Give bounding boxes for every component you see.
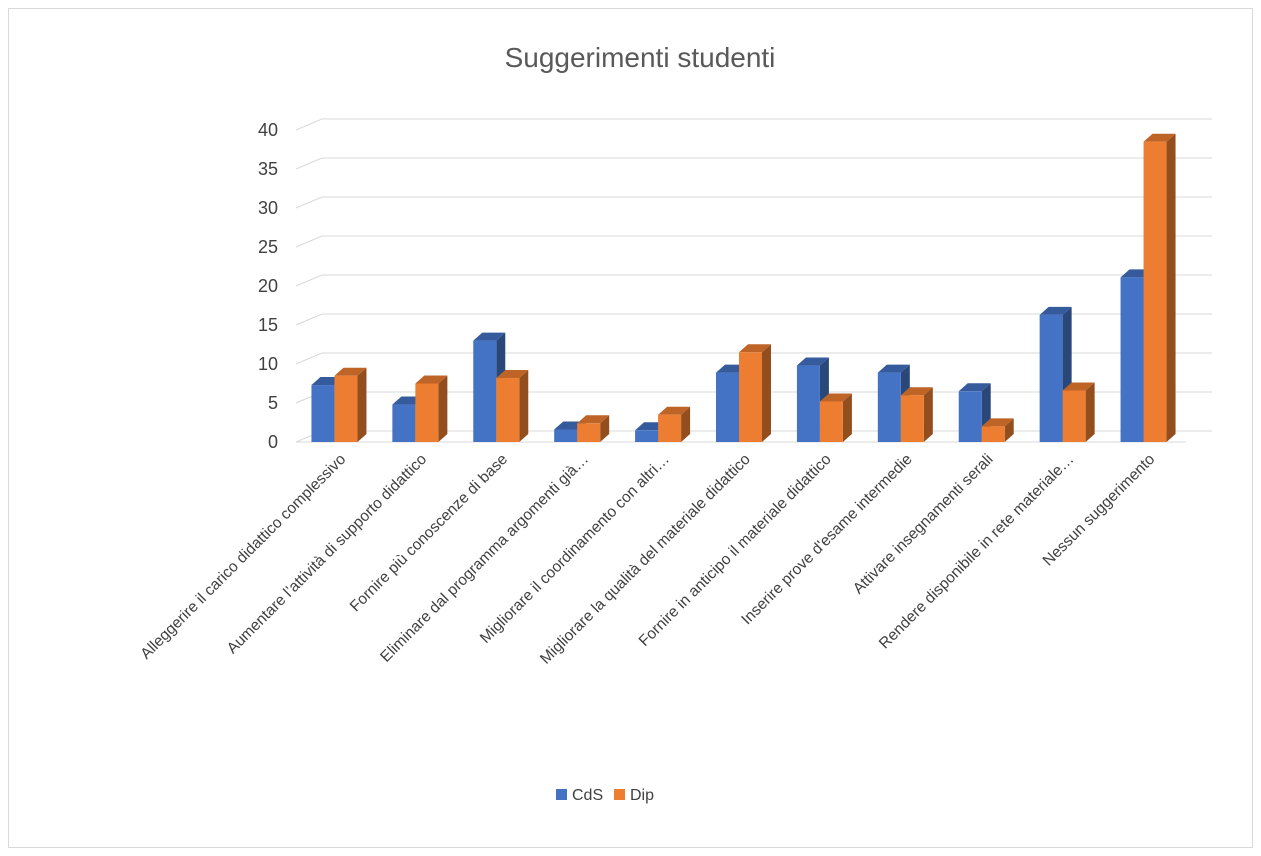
bar-front (392, 404, 416, 442)
bar-front (554, 429, 578, 442)
bar-front (658, 414, 682, 442)
y-tick-label: 25 (258, 237, 278, 257)
x-tick-label: Attivare insegnamenti serali (850, 451, 997, 598)
legend: CdS Dip (556, 787, 654, 804)
bar-top (658, 406, 691, 415)
bar-dip-4 (577, 415, 610, 442)
bar-dip-1 (334, 367, 367, 442)
y-tick-label: 20 (258, 276, 278, 296)
chart-title: Suggerimenti studenti (505, 42, 776, 73)
bar-top (981, 418, 1014, 427)
bar-top (577, 415, 610, 424)
bar-front (334, 375, 358, 442)
bar-dip-11 (1143, 133, 1176, 442)
bar-front (796, 365, 820, 442)
bar-top (958, 383, 991, 392)
bar-top (877, 364, 910, 373)
bar-top (1143, 133, 1176, 142)
legend-swatch-dip (614, 789, 625, 800)
bar-top (900, 387, 933, 396)
legend-swatch-cds (556, 789, 567, 800)
bar-front (819, 401, 843, 442)
gridline-diagonal (295, 118, 323, 131)
bar-top (473, 332, 506, 341)
bar-side (600, 415, 610, 442)
bar-side (1166, 133, 1176, 442)
bar-top (415, 375, 448, 384)
y-tick-label: 0 (268, 432, 278, 452)
bar-dip-10 (1062, 382, 1095, 442)
bar-side (842, 393, 852, 442)
bar-dip-6 (739, 344, 771, 442)
x-tick-label: Inserire prove d'esame intermedie (738, 451, 915, 628)
bar-top (796, 357, 829, 366)
bar-front (635, 430, 659, 442)
bar-dip-2 (415, 375, 448, 442)
bar-top (1039, 306, 1072, 315)
legend-label-cds: CdS (572, 787, 603, 804)
y-tick-label: 15 (258, 315, 278, 335)
bar-dip-3 (496, 370, 529, 442)
bar-dip-9 (981, 418, 1014, 442)
bar-top (739, 344, 771, 353)
bar-top (1062, 382, 1095, 391)
gridline-diagonal (295, 196, 323, 209)
gridline-diagonal (295, 313, 323, 326)
bar-front (1120, 277, 1144, 442)
bar-front (981, 426, 1005, 442)
bar-front (739, 352, 762, 442)
gridline-diagonal (295, 352, 323, 365)
bar-top (496, 370, 529, 379)
bar-front (415, 383, 439, 442)
y-tick-label: 40 (258, 120, 278, 140)
y-tick-label: 10 (258, 354, 278, 374)
bar-dip-8 (900, 387, 933, 442)
gridline-diagonal (295, 235, 323, 248)
y-tick-label: 35 (258, 159, 278, 179)
bar-front (1039, 314, 1063, 442)
bar-side (438, 375, 448, 442)
bar-top (334, 367, 367, 376)
bar-side (1004, 418, 1014, 442)
bar-front (877, 372, 901, 442)
gridline-diagonal (295, 274, 323, 287)
bar-side (923, 387, 933, 442)
bar-front (496, 378, 520, 442)
bar-front (1143, 141, 1167, 442)
bars (311, 133, 1176, 442)
legend-label-dip: Dip (630, 787, 654, 804)
bar-dip-7 (819, 393, 852, 442)
x-axis-labels: Alleggerire il carico didattico compless… (137, 451, 1158, 668)
bar-side (681, 406, 691, 442)
bar-side (357, 367, 367, 442)
x-tick-label: Fornire più conoscenze di base (347, 451, 511, 615)
bar-front (900, 395, 924, 442)
bar-front (958, 391, 982, 442)
bar-front (473, 340, 497, 442)
bar-side (519, 370, 529, 442)
bar-top (819, 393, 852, 402)
bar-front (577, 423, 601, 442)
bar-front (311, 385, 335, 442)
bar-side (762, 344, 771, 442)
y-tick-label: 5 (268, 393, 278, 413)
bar-front (1062, 390, 1086, 442)
bar-front (716, 372, 739, 442)
bar-dip-5 (658, 406, 691, 442)
gridline-diagonal (295, 157, 323, 170)
y-axis-ticks: 0 5 10 15 20 25 30 35 40 (258, 120, 278, 452)
bar-side (1085, 382, 1095, 442)
y-tick-label: 30 (258, 198, 278, 218)
